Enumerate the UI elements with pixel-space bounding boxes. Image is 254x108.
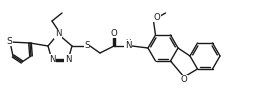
- Text: O: O: [153, 13, 160, 21]
- Text: S: S: [84, 40, 90, 49]
- Text: N: N: [125, 40, 131, 49]
- Text: O: O: [111, 29, 117, 37]
- Text: H: H: [125, 39, 131, 45]
- Text: O: O: [181, 75, 187, 84]
- Text: N: N: [65, 55, 71, 64]
- Text: N: N: [49, 55, 55, 64]
- Text: S: S: [6, 37, 12, 45]
- Text: N: N: [55, 29, 61, 38]
